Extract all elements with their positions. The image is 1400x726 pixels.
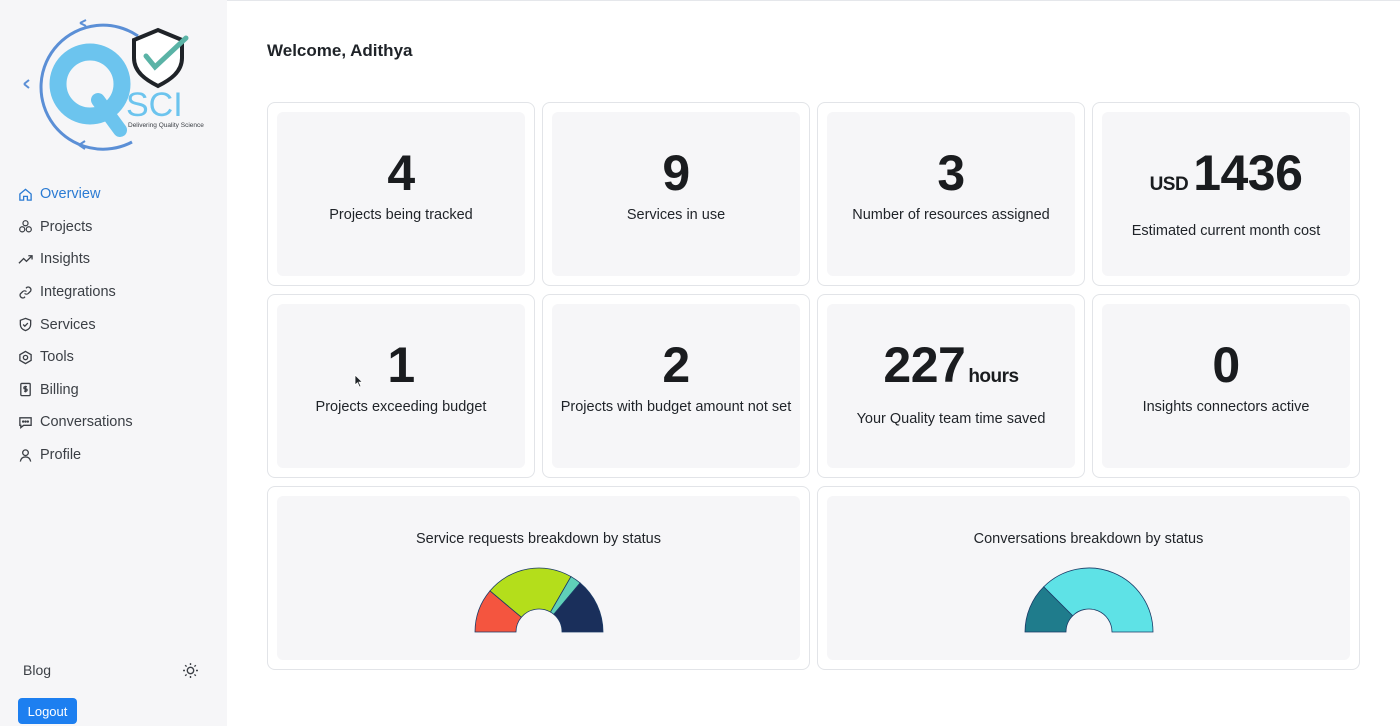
stat-card-inner	[277, 304, 525, 468]
chart-title: Conversations breakdown by status	[973, 531, 1204, 547]
user-icon	[18, 448, 33, 463]
logout-button[interactable]: Logout	[18, 698, 77, 724]
stat-label: Estimated current month cost	[1131, 223, 1321, 239]
receipt-icon	[18, 382, 33, 397]
chart-slice-1[interactable]	[1042, 567, 1153, 633]
sidebar-item-label: Projects	[40, 218, 93, 235]
chat-icon	[18, 415, 33, 430]
stat-card-inner	[552, 112, 800, 276]
home-icon	[18, 187, 33, 202]
sidebar-item-billing[interactable]: Billing	[18, 374, 218, 407]
sidebar-nav: Overview Projects Insights Integrations …	[18, 178, 218, 471]
stat-value: 4	[387, 145, 415, 201]
stat-card-inner	[552, 304, 800, 468]
stat-value: 0	[1212, 337, 1240, 393]
sidebar-item-label: Insights	[40, 251, 90, 268]
stat-label: Your Quality team time saved	[856, 411, 1046, 427]
sidebar-item-label: Services	[40, 316, 96, 333]
stat-label: Projects exceeding budget	[315, 399, 487, 415]
stat-value: 1	[387, 337, 415, 393]
stat-card: 9 Services in use	[542, 102, 810, 286]
stat-card: 2 Projects with budget amount not set	[542, 294, 810, 478]
stat-value: 9	[662, 145, 690, 201]
trending-up-icon	[18, 252, 33, 267]
service-requests-chart	[474, 567, 603, 633]
stat-card-inner	[827, 304, 1075, 468]
logo-letters: SCI	[126, 86, 183, 124]
stat-currency: USD	[1149, 174, 1189, 195]
stat-card: 3 Number of resources assigned	[817, 102, 1085, 286]
stat-card: 1 Projects exceeding budget	[267, 294, 535, 478]
sidebar-item-insights[interactable]: Insights	[18, 243, 218, 276]
hexagon-icon	[18, 350, 33, 365]
chart-slice-3[interactable]	[552, 582, 603, 633]
stat-label: Insights connectors active	[1142, 399, 1310, 415]
sidebar: SCI Delivering Quality Science Overview …	[0, 0, 227, 726]
stat-value: 1436	[1193, 145, 1303, 201]
stat-card: 0 Insights connectors active	[1092, 294, 1360, 478]
qsci-logo: SCI Delivering Quality Science	[14, 14, 214, 154]
stat-card: USD 1436 Estimated current month cost	[1092, 102, 1360, 286]
chart-title: Service requests breakdown by status	[415, 531, 661, 547]
link-icon	[18, 285, 33, 300]
sidebar-item-profile[interactable]: Profile	[18, 439, 218, 472]
chart-slice-1[interactable]	[488, 567, 572, 618]
stat-unit: hours	[968, 366, 1019, 387]
stat-value: 3	[937, 145, 965, 201]
sun-icon[interactable]	[182, 662, 199, 679]
logo-tagline: Delivering Quality Science	[128, 122, 204, 129]
stat-label: Projects being tracked	[329, 207, 473, 223]
sidebar-item-tools[interactable]: Tools	[18, 341, 218, 374]
sidebar-item-label: Conversations	[40, 414, 133, 431]
sidebar-item-label: Tools	[40, 349, 74, 366]
top-border	[0, 0, 1400, 1]
stat-card-inner	[1102, 112, 1350, 276]
stat-card: 4 Projects being tracked	[267, 102, 535, 286]
sidebar-item-overview[interactable]: Overview	[18, 178, 218, 211]
page-title: Welcome, Adithya	[267, 41, 413, 60]
sidebar-item-label: Billing	[40, 381, 79, 398]
chart-card: Conversations breakdown by status	[817, 486, 1360, 670]
stat-card-inner	[827, 112, 1075, 276]
sidebar-item-integrations[interactable]: Integrations	[18, 276, 218, 309]
stat-label: Projects with budget amount not set	[560, 399, 792, 415]
blog-link[interactable]: Blog	[23, 662, 52, 678]
stat-card: 227 hours Your Quality team time saved	[817, 294, 1085, 478]
stat-label: Services in use	[626, 207, 726, 223]
stat-card-inner	[1102, 304, 1350, 468]
stat-label: Number of resources assigned	[852, 207, 1050, 223]
mouse-cursor-icon	[354, 374, 364, 388]
sidebar-item-projects[interactable]: Projects	[18, 211, 218, 244]
sidebar-item-label: Profile	[40, 447, 82, 464]
stat-card-inner	[277, 112, 525, 276]
stat-value: 2	[662, 337, 690, 393]
sidebar-item-label: Overview	[40, 186, 101, 203]
shield-check-icon	[18, 317, 33, 332]
conversations-chart	[1024, 567, 1153, 633]
projects-icon	[18, 219, 33, 234]
sidebar-item-conversations[interactable]: Conversations	[18, 406, 218, 439]
stat-value: 227	[883, 337, 966, 393]
chart-card: Service requests breakdown by status	[267, 486, 810, 670]
sidebar-item-services[interactable]: Services	[18, 308, 218, 341]
sidebar-item-label: Integrations	[40, 284, 116, 301]
